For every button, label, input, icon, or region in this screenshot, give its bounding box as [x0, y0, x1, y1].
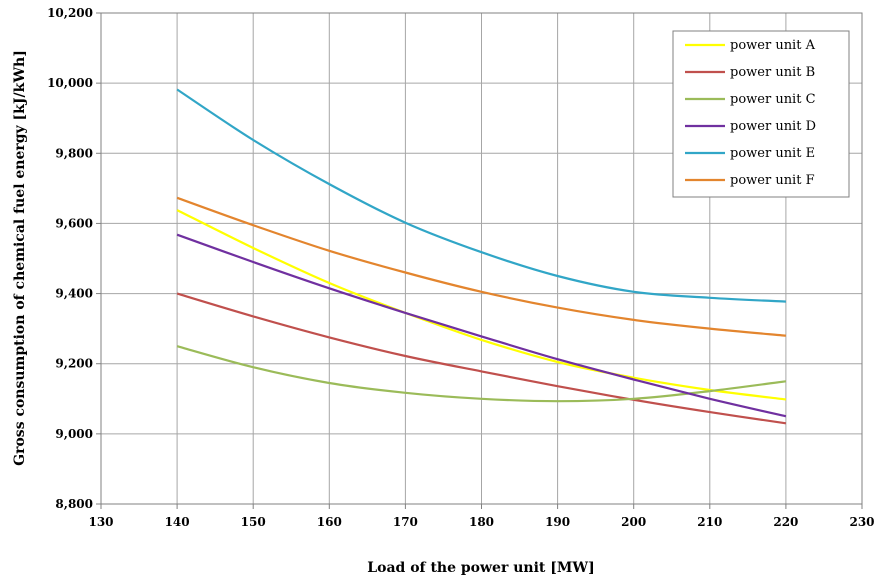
series-line-power-unit-b — [176, 292, 787, 425]
series-line-power-unit-d — [176, 233, 787, 418]
x-tick-label: 230 — [849, 515, 874, 529]
legend-label-power-unit-a: power unit A — [730, 38, 816, 53]
x-tick-label: 140 — [165, 515, 190, 529]
y-tick-label: 8,800 — [55, 497, 93, 511]
series-layer — [176, 88, 787, 425]
legend-box — [672, 30, 850, 198]
series-line-power-unit-f — [176, 196, 787, 337]
y-tick-label: 9,200 — [55, 357, 93, 371]
legend: power unit A power unit B power unit C powe… — [672, 30, 850, 198]
series-line-power-unit-a — [176, 209, 787, 401]
y-tick-label: 10,000 — [47, 76, 93, 90]
y-tick-labels: 8,800 9,000 9,200 9,400 9,600 9,800 10,000 10,2… — [47, 6, 93, 511]
x-tick-label: 200 — [621, 515, 646, 529]
y-tick-label: 9,000 — [55, 427, 93, 441]
x-tick-label: 180 — [469, 515, 494, 529]
x-tick-label: 160 — [317, 515, 342, 529]
series-line-power-unit-e — [176, 88, 786, 303]
legend-label-power-unit-e: power unit E — [730, 146, 815, 161]
y-tick-label: 9,600 — [55, 216, 93, 230]
x-tick-label: 150 — [241, 515, 266, 529]
x-tick-label: 190 — [545, 515, 570, 529]
legend-label-power-unit-f: power unit F — [730, 173, 815, 188]
y-axis-title: Gross consumption of chemical fuel energ… — [12, 50, 28, 466]
x-axis-title: Load of the power unit [MW] — [367, 560, 594, 576]
legend-label-power-unit-d: power unit D — [730, 119, 816, 134]
y-tick-label: 9,800 — [55, 146, 93, 160]
y-tick-label: 10,200 — [47, 6, 93, 20]
x-tick-labels: 130 140 150 160 170 180 190 200 210 220 230 — [88, 515, 874, 529]
x-tick-label: 170 — [393, 515, 418, 529]
x-tick-label: 130 — [88, 515, 113, 529]
plot-frame — [100, 12, 863, 505]
x-tick-label: 220 — [773, 515, 798, 529]
y-tick-label: 9,400 — [55, 287, 93, 301]
legend-label-power-unit-b: power unit B — [730, 65, 815, 80]
x-tick-label: 210 — [697, 515, 722, 529]
legend-label-power-unit-c: power unit C — [730, 92, 816, 107]
